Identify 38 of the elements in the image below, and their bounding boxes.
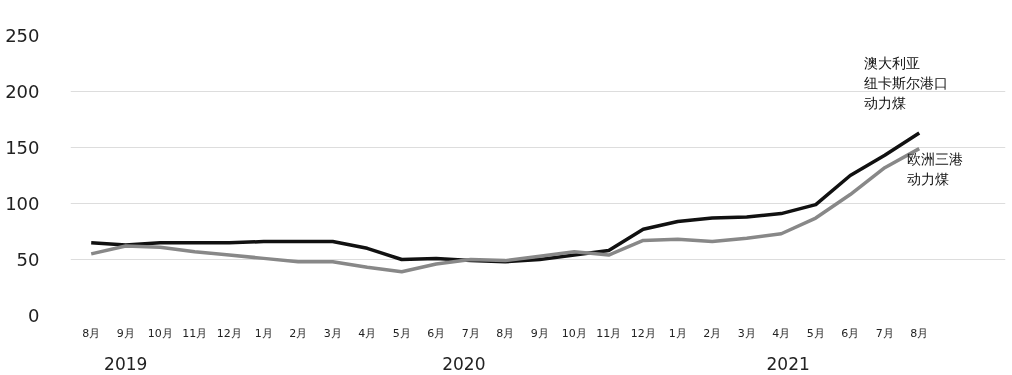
x-tick-label: 4月 xyxy=(772,326,791,340)
line-series xyxy=(89,131,921,264)
x-tick-label: 11月 xyxy=(596,326,622,340)
x-tick-label: 1月 xyxy=(668,326,687,340)
text: 2020 xyxy=(442,353,486,374)
x-tick-label: 9月 xyxy=(116,326,135,340)
x-tick-label: 7月 xyxy=(875,326,894,340)
x-tick-label: 10月 xyxy=(561,326,587,340)
x-tick-label: 3月 xyxy=(323,326,342,340)
x-tick-label: 8月 xyxy=(82,326,101,340)
x-tick-label: 6月 xyxy=(841,326,860,340)
x-tick-label: 11月 xyxy=(182,326,208,340)
line-series xyxy=(89,146,921,274)
x-tick-label: 1月 xyxy=(254,326,273,340)
y-tick-label: 0 xyxy=(28,305,40,326)
text: 2019 xyxy=(104,353,148,374)
y-tick-label: 200 xyxy=(5,81,40,102)
x-tick-label: 7月 xyxy=(461,326,480,340)
x-tick-label: 12月 xyxy=(630,326,656,340)
text: 澳大利亚纽卡斯尔港口动力煤 xyxy=(864,54,949,111)
x-tick-label: 2月 xyxy=(289,326,308,340)
y-tick-label: 50 xyxy=(16,249,40,270)
x-tick-label: 9月 xyxy=(530,326,549,340)
y-tick-label: 100 xyxy=(5,193,40,214)
x-tick-label: 12月 xyxy=(216,326,242,340)
x-tick-label: 3月 xyxy=(737,326,756,340)
series-label: 欧洲三港动力煤 xyxy=(907,150,964,187)
x-tick-label: 8月 xyxy=(910,326,929,340)
x-tick-label: 5月 xyxy=(392,326,411,340)
x-tick-label: 4月 xyxy=(358,326,377,340)
y-tick-label: 150 xyxy=(5,137,40,158)
y-tick-label: 250 xyxy=(5,25,40,46)
x-tick-label: 6月 xyxy=(427,326,446,340)
text: 2021 xyxy=(766,353,810,374)
x-tick-label: 2月 xyxy=(703,326,722,340)
x-tick-label: 10月 xyxy=(147,326,173,340)
x-tick-label: 8月 xyxy=(496,326,515,340)
x-tick-label: 5月 xyxy=(806,326,825,340)
